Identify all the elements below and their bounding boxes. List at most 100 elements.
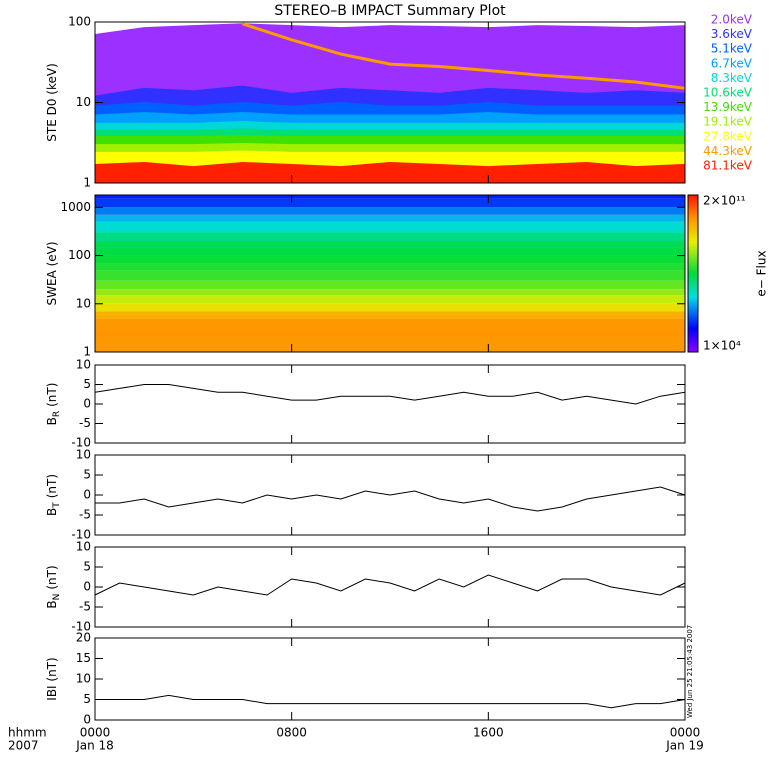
panel: 0 5 10 15 20 IBI (nT) [45, 631, 686, 727]
panel: -10 -5 0 5 10 BT (nT) [45, 448, 686, 542]
y-axis-label: BN (nT) [45, 565, 62, 608]
y-tick-label: 0 [83, 488, 91, 502]
colorbar-tick-label: 2×10¹¹ [703, 194, 746, 208]
y-axis-label: BR (nT) [45, 383, 62, 426]
legend-entry: 81.1keV [703, 159, 753, 173]
field-line [94, 384, 686, 405]
legend-entry: 8.3keV [711, 71, 753, 85]
y-axis-label: SWEA (eV) [45, 241, 59, 305]
x-tick-label: 0800 [276, 726, 307, 740]
y-tick-label: -10 [71, 528, 91, 542]
y-tick-label: 15 [76, 651, 91, 665]
timestamp: Wed Jun 25 21:05:43 2007 [686, 625, 694, 718]
chart-title: STEREO–B IMPACT Summary Plot [274, 3, 506, 19]
spectrogram-band [95, 195, 685, 199]
spectrogram-band [95, 207, 685, 215]
y-axis-label-main: IBI (nT) [45, 657, 59, 700]
y-axis-label-main: B [45, 508, 59, 516]
spectrogram-band [95, 214, 685, 222]
panel: -10 -5 0 5 10 BN (nT) [45, 540, 686, 634]
x-axis-year: 2007 [8, 739, 39, 753]
y-tick-label: 5 [83, 468, 91, 482]
x-tick-label: 0000 [80, 726, 111, 740]
x-axis-label: hhmm [8, 726, 47, 740]
y-tick-label: 5 [83, 377, 91, 391]
y-axis-label-unit: (nT) [45, 565, 59, 589]
spectrogram-band [95, 270, 685, 281]
panel-frame [94, 546, 686, 628]
legend-entry: 19.1keV [703, 115, 753, 129]
y-tick-label: 20 [76, 631, 91, 645]
y-axis-label-main: B [45, 417, 59, 425]
spectrogram-band [95, 289, 685, 296]
y-tick-label: 10 [76, 540, 91, 554]
spectrogram-band [95, 295, 685, 304]
channel-area [94, 161, 686, 184]
y-axis-label-main: B [45, 600, 59, 608]
y-tick-label: 5 [83, 692, 91, 706]
spectrogram-band [95, 255, 685, 264]
y-tick-label: 0 [83, 580, 91, 594]
spectrogram-band [95, 318, 685, 329]
legend-entry: 5.1keV [711, 42, 753, 56]
y-axis-label: BT (nT) [45, 474, 62, 516]
panel: 1×10⁴ 2×10¹¹ e− Flux 1 10 100 1000 SWEA (eV) [45, 194, 769, 359]
y-tick-label: -10 [71, 436, 91, 450]
y-tick-label: 100 [68, 15, 91, 29]
y-axis-label-sub: T [52, 502, 62, 509]
y-tick-label: 0 [83, 397, 91, 411]
y-tick-label: 10 [76, 296, 91, 310]
x-tick-date: Jan 19 [665, 739, 704, 753]
legend-entry: 27.8keV [703, 129, 753, 143]
panel-frame [94, 637, 686, 721]
field-line [95, 486, 686, 512]
colorbar-label: e− Flux [755, 250, 769, 296]
spectrogram-band [95, 280, 685, 290]
y-tick-label: -5 [79, 416, 91, 430]
y-axis-label-sub: R [52, 411, 62, 417]
legend-entry: 13.9keV [703, 100, 753, 114]
panel-frame [94, 194, 686, 353]
y-tick-label: 1 [83, 345, 91, 359]
y-axis-label: IBI (nT) [45, 657, 59, 700]
y-tick-label: 1 [83, 176, 91, 190]
y-tick-label: -5 [79, 600, 91, 614]
spectrogram-band [95, 247, 685, 256]
spectrogram-band [95, 337, 685, 352]
y-tick-label: 10 [76, 672, 91, 686]
y-axis-label-main: SWEA (eV) [45, 241, 59, 305]
spectrogram-band [95, 303, 685, 312]
y-axis-label-unit: (nT) [45, 474, 59, 498]
y-tick-label: 0 [83, 713, 91, 727]
y-axis-label-main: STE D0 (keV) [45, 63, 59, 142]
y-axis-label-unit: (nT) [45, 383, 59, 407]
colorbar [687, 194, 699, 353]
spectrogram-band [95, 263, 685, 271]
y-tick-label: 10 [76, 358, 91, 372]
spectrogram-band [95, 198, 685, 208]
y-tick-label: 5 [83, 560, 91, 574]
legend-entry: 6.7keV [711, 56, 753, 70]
spectrogram-band [95, 232, 685, 242]
y-tick-label: 1000 [60, 200, 91, 214]
spectrogram-band [95, 241, 685, 248]
y-axis-label-sub: N [52, 594, 62, 601]
x-tick-label: 1600 [473, 726, 504, 740]
x-tick-label: 0000 [670, 726, 701, 740]
spectrogram-band [95, 221, 685, 233]
panel-frame [94, 364, 686, 444]
channel-line [242, 22, 686, 90]
y-tick-label: 10 [76, 95, 91, 109]
legend-entry: 3.6keV [711, 27, 753, 41]
y-axis-label: STE D0 (keV) [45, 63, 59, 142]
spectrogram-band [95, 328, 685, 338]
y-tick-label: 100 [68, 248, 91, 262]
legend-entry: 44.3keV [703, 144, 753, 158]
spectrogram-band [95, 311, 685, 319]
legend-entry: 10.6keV [703, 86, 753, 100]
colorbar-tick-label: 1×10⁴ [703, 339, 741, 353]
panel: 2.0keV3.6keV5.1keV6.7keV8.3keV10.6keV13.… [45, 13, 753, 190]
panel: -10 -5 0 5 10 BR (nT) [45, 358, 686, 450]
y-tick-label: -5 [79, 508, 91, 522]
